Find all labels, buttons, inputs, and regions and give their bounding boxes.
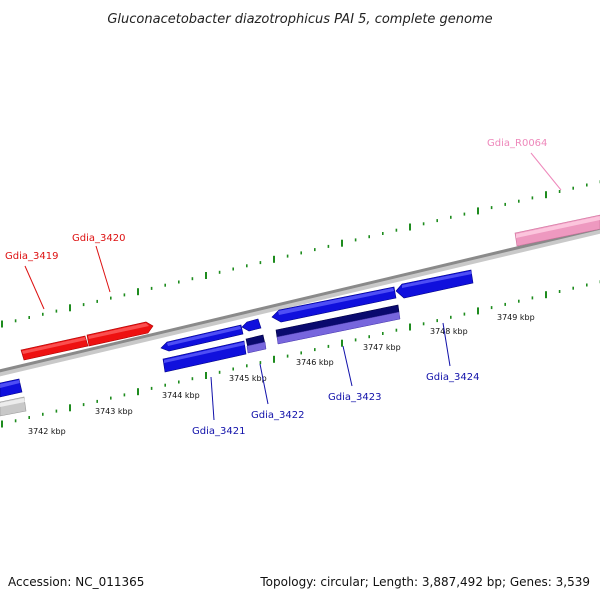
map-title: Gluconacetobacter diazotrophicus PAI 5, …	[107, 12, 492, 27]
backbone-shadow	[0, 228, 600, 377]
leader-gdia-3420	[95, 245, 111, 293]
gene-gdia-3422-arrow[interactable]	[241, 318, 262, 332]
gene-gdia-3419-arrow[interactable]	[20, 335, 89, 361]
scale-label-3744: 3744 kbp	[162, 391, 200, 400]
gene-label-gdia-3419[interactable]: Gdia_3419	[5, 251, 58, 262]
genome-backbone	[0, 226, 600, 377]
leader-gdia-3419	[24, 265, 45, 310]
leader-gdia-3421	[210, 376, 215, 421]
gene-gdia-r0064-arrow[interactable]	[514, 214, 600, 247]
gene-label-gdia-3422[interactable]: Gdia_3422	[251, 410, 304, 421]
forward-genes	[20, 321, 154, 361]
leader-gdia-3422	[259, 363, 269, 405]
gene-label-gdia-3424[interactable]: Gdia_3424	[426, 372, 479, 383]
scale-label-3748: 3748 kbp	[430, 327, 468, 336]
scale-label-3746: 3746 kbp	[296, 358, 334, 367]
backbone-line	[0, 226, 600, 373]
scale-label-3747: 3747 kbp	[363, 343, 401, 352]
scale-label-3743: 3743 kbp	[95, 407, 133, 416]
gene-label-gdia-r0064[interactable]: Gdia_R0064	[487, 138, 547, 149]
partial-grey-feature-left[interactable]	[0, 396, 27, 417]
gene-gdia-3420-arrow[interactable]	[86, 321, 154, 347]
gene-label-leaders	[24, 152, 562, 421]
leader-gdia-3424	[442, 322, 451, 367]
gene-label-gdia-3423[interactable]: Gdia_3423	[328, 392, 381, 403]
accession-text: Accession: NC_011365	[8, 575, 144, 589]
gene-gdia-3424-arrow[interactable]	[395, 269, 474, 299]
partial-reverse-gene-left[interactable]	[0, 378, 23, 398]
gene-gdia-3421-cds[interactable]	[162, 340, 247, 373]
gene-label-gdia-3420[interactable]: Gdia_3420	[72, 233, 125, 244]
leader-gdia-3423	[342, 345, 353, 387]
reverse-scale-ticks	[1, 280, 600, 428]
leader-gdia-r0064	[530, 152, 562, 191]
gene-gdia-3423-arrow[interactable]	[271, 286, 397, 323]
genome-summary-text: Topology: circular; Length: 3,887,492 bp…	[259, 575, 590, 589]
scale-label-3749: 3749 kbp	[497, 313, 535, 322]
gene-gdia-3423-cds[interactable]	[275, 304, 401, 345]
gene-gdia-3421-arrow[interactable]	[160, 324, 244, 352]
scale-label-3742: 3742 kbp	[28, 427, 66, 436]
scale-label-3745: 3745 kbp	[229, 374, 267, 383]
rna-genes	[514, 214, 600, 247]
gene-gdia-3422-cds[interactable]	[245, 334, 267, 354]
gene-label-gdia-3421[interactable]: Gdia_3421	[192, 426, 245, 437]
gene-labels: Gdia_3419 Gdia_3420 Gdia_R0064 Gdia_3421…	[5, 138, 547, 437]
forward-scale-ticks	[1, 180, 600, 328]
scale-labels: 3742 kbp 3743 kbp 3744 kbp 3745 kbp 3746…	[28, 313, 535, 436]
reverse-genes	[0, 269, 474, 417]
